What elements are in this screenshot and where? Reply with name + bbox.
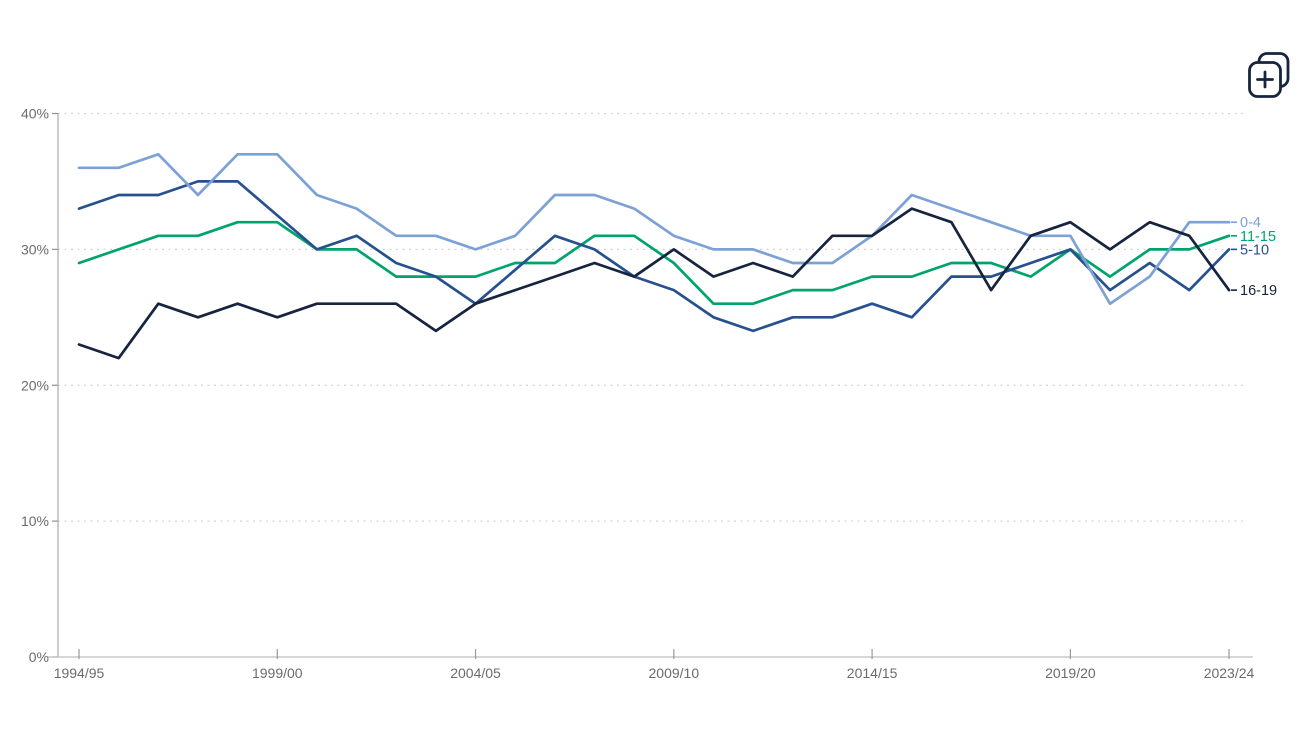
y-tick-label: 40% [21, 106, 49, 122]
x-tick-label: 2004/05 [450, 665, 501, 681]
series-line-5-10 [77, 180, 1231, 333]
y-tick-label: 20% [21, 377, 49, 393]
x-tick-label: 1994/95 [54, 665, 105, 681]
x-tick-label: 2014/15 [847, 665, 898, 681]
x-tick-label: 1999/00 [252, 665, 303, 681]
series-end-label-0-4: 0-4 [1240, 215, 1261, 231]
series-line-11-15 [77, 220, 1231, 306]
series-end-label-16-19: 16-19 [1240, 283, 1277, 299]
compare-chart-button[interactable] [1244, 48, 1294, 102]
series-end-label-5-10: 5-10 [1240, 242, 1269, 258]
series-line-0-4 [77, 152, 1231, 306]
y-tick-label: 30% [21, 241, 49, 257]
x-tick-label: 2019/20 [1045, 665, 1096, 681]
y-tick-label: 10% [21, 513, 49, 529]
x-tick-label: 2009/10 [649, 665, 700, 681]
series-line-16-19 [77, 207, 1231, 360]
x-tick-label: 2023/24 [1204, 665, 1255, 681]
y-tick-label: 0% [29, 649, 49, 665]
add-chart-icon [1248, 52, 1290, 98]
series-end-label-11-15: 11-15 [1240, 229, 1276, 245]
